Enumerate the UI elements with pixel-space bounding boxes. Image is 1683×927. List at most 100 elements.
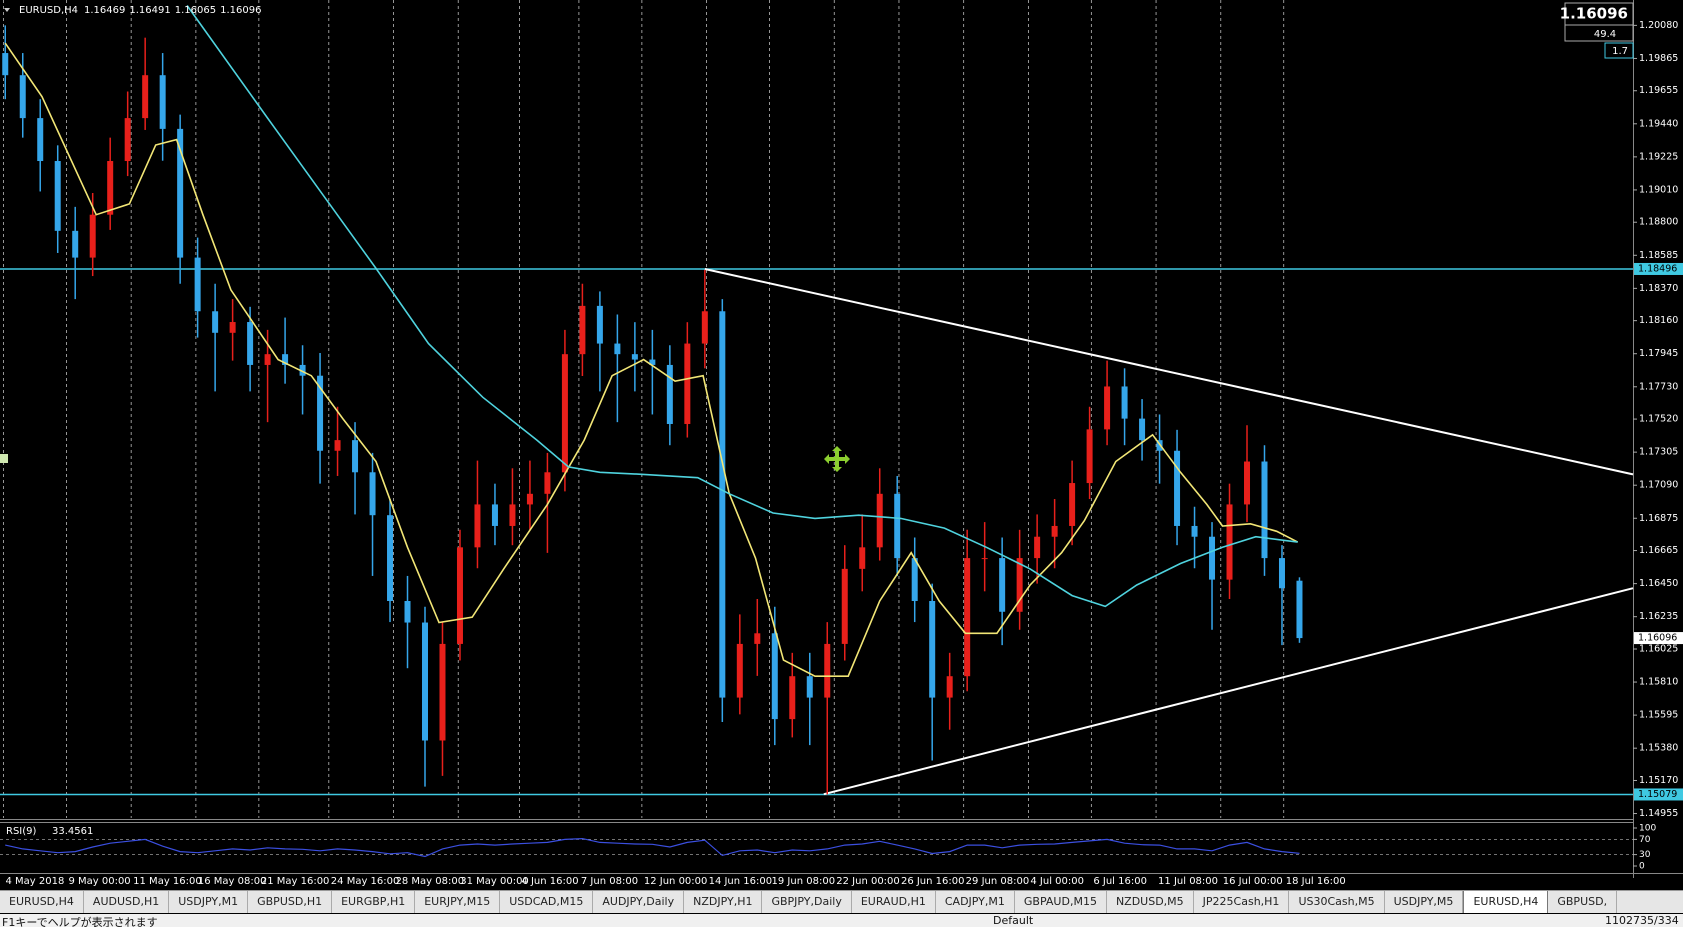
candle-body (1121, 386, 1128, 419)
symbol-tab[interactable]: CADJPY,M1 (936, 891, 1015, 913)
candle-body (1034, 536, 1041, 559)
candle-body (439, 643, 446, 741)
x-tick-label: 24 May 16:00 (331, 876, 400, 887)
y-tick-label: 1.19655 (1639, 85, 1678, 96)
x-tick-label: 14 Jun 16:00 (709, 876, 773, 887)
x-tick-label: 29 Jun 08:00 (966, 876, 1030, 887)
candle-body (212, 311, 219, 333)
y-tick-label: 1.20080 (1639, 20, 1678, 31)
symbol-tab[interactable]: EURGBP,H1 (332, 891, 416, 913)
symbol-tab[interactable]: USDJPY,M1 (169, 891, 249, 913)
candle-body (509, 504, 516, 526)
y-tick-label: 1.17945 (1639, 348, 1678, 359)
y-tick-label: 1.19865 (1639, 53, 1678, 64)
candle-body (317, 375, 324, 451)
trendline (823, 587, 1634, 796)
symbol-tab[interactable]: NZDJPY,H1 (684, 891, 763, 913)
candle-body (649, 359, 656, 365)
candle-body (596, 305, 603, 344)
symbol-tab[interactable]: GBPJPY,Daily (762, 891, 852, 913)
indicator-tick-label: 100 (1639, 824, 1656, 834)
candle-body (614, 343, 621, 355)
price-label: 1.15079 (1638, 789, 1677, 800)
candle-body (964, 558, 971, 677)
symbol-tab[interactable]: AUDJPY,Daily (593, 891, 685, 913)
candle-body (1104, 386, 1111, 430)
symbol-tab[interactable]: JP225Cash,H1 (1194, 891, 1290, 913)
candle-body (282, 354, 289, 365)
candle-body (404, 601, 411, 623)
moving-average (186, 5, 1298, 608)
x-tick-label: 22 Jun 00:00 (836, 876, 900, 887)
candle-body (2, 53, 9, 76)
candle-body (89, 214, 96, 258)
symbol-tab[interactable]: AUDUSD,H1 (84, 891, 170, 913)
indicator-line (5, 837, 1300, 858)
candle-body (387, 515, 394, 602)
symbol-tab[interactable]: USDCAD,M15 (500, 891, 594, 913)
candle-body (72, 230, 79, 258)
symbol-tab[interactable]: US30Cash,M5 (1289, 891, 1385, 913)
menu-arrow[interactable] (4, 8, 10, 12)
y-tick-label: 1.17305 (1639, 447, 1678, 458)
symbol-tab[interactable]: EURUSD,H4 (0, 891, 84, 913)
candle-body (1086, 429, 1093, 484)
candle-body (876, 493, 883, 548)
shift-marker[interactable] (0, 454, 8, 463)
candle-body (299, 364, 306, 376)
candle-body (247, 322, 254, 365)
y-tick-label: 1.18160 (1639, 315, 1678, 326)
candle-body (194, 257, 201, 312)
symbol-tab[interactable]: NZDUSD,M5 (1107, 891, 1194, 913)
status-traffic: 1102735/334 kb (1605, 914, 1683, 927)
candle-body (754, 633, 761, 644)
symbol-tab[interactable]: EURAUD,H1 (852, 891, 936, 913)
candle-body (369, 472, 376, 516)
status-help: F1キーでヘルプが表示されます (2, 916, 158, 927)
candle-body (1296, 580, 1303, 639)
status-profile: Default (993, 914, 1034, 927)
y-tick-label: 1.17730 (1639, 381, 1678, 392)
candle-body (37, 118, 44, 162)
y-tick-label: 1.18800 (1639, 217, 1678, 228)
candle-body (911, 558, 918, 602)
candle-body (544, 472, 551, 494)
symbol-tab[interactable]: GBPUSD, (1548, 891, 1618, 913)
x-tick-label: 12 Jun 00:00 (644, 876, 708, 887)
move-cursor (824, 446, 850, 472)
tab-bar: EURUSD,H4 AUDUSD,H1 USDJPY,M1 GBPUSD,H1 EURG… (0, 890, 1683, 913)
symbol-tab[interactable]: EURUSD,H4 (1463, 891, 1549, 913)
candle-body (1261, 461, 1268, 559)
symbol-tab[interactable]: GBPUSD,H1 (248, 891, 333, 913)
indicator-value: 33.4561 (52, 826, 93, 837)
indicator-tick-label: 30 (1639, 850, 1651, 860)
candle-body (352, 440, 359, 473)
candle-body (631, 354, 638, 360)
y-tick-label: 1.15170 (1639, 775, 1678, 786)
candle-body (946, 676, 953, 698)
x-tick-label: 31 May 00:00 (460, 876, 529, 887)
candle-body (54, 161, 61, 231)
candle-body (1051, 525, 1058, 537)
candle-body (841, 568, 848, 644)
ohlc-open: 1.16469 (84, 5, 125, 16)
x-tick-label: 26 Jun 16:00 (901, 876, 965, 887)
ohlc-low: 1.16065 (175, 5, 216, 16)
x-tick-label: 4 May 2018 (5, 876, 64, 887)
symbol-tab[interactable]: USDJPY,M5 (1385, 891, 1464, 913)
price-label-bg (1634, 788, 1683, 801)
y-tick-label: 1.19010 (1639, 184, 1678, 195)
candle-body (526, 493, 533, 505)
candle-body (1016, 558, 1023, 612)
candle-body (579, 305, 586, 355)
readout: 49.4 (1594, 29, 1616, 40)
indicator-tick-label: 0 (1639, 862, 1645, 872)
candle-body (1191, 525, 1198, 537)
ohlc-close: 1.16096 (220, 5, 261, 16)
symbol-tab[interactable]: EURJPY,M15 (415, 891, 501, 913)
moving-average (4, 42, 1299, 677)
candle-body (806, 676, 813, 698)
symbol-tab[interactable]: GBPAUD,M15 (1015, 891, 1107, 913)
candle-body (1174, 450, 1181, 526)
